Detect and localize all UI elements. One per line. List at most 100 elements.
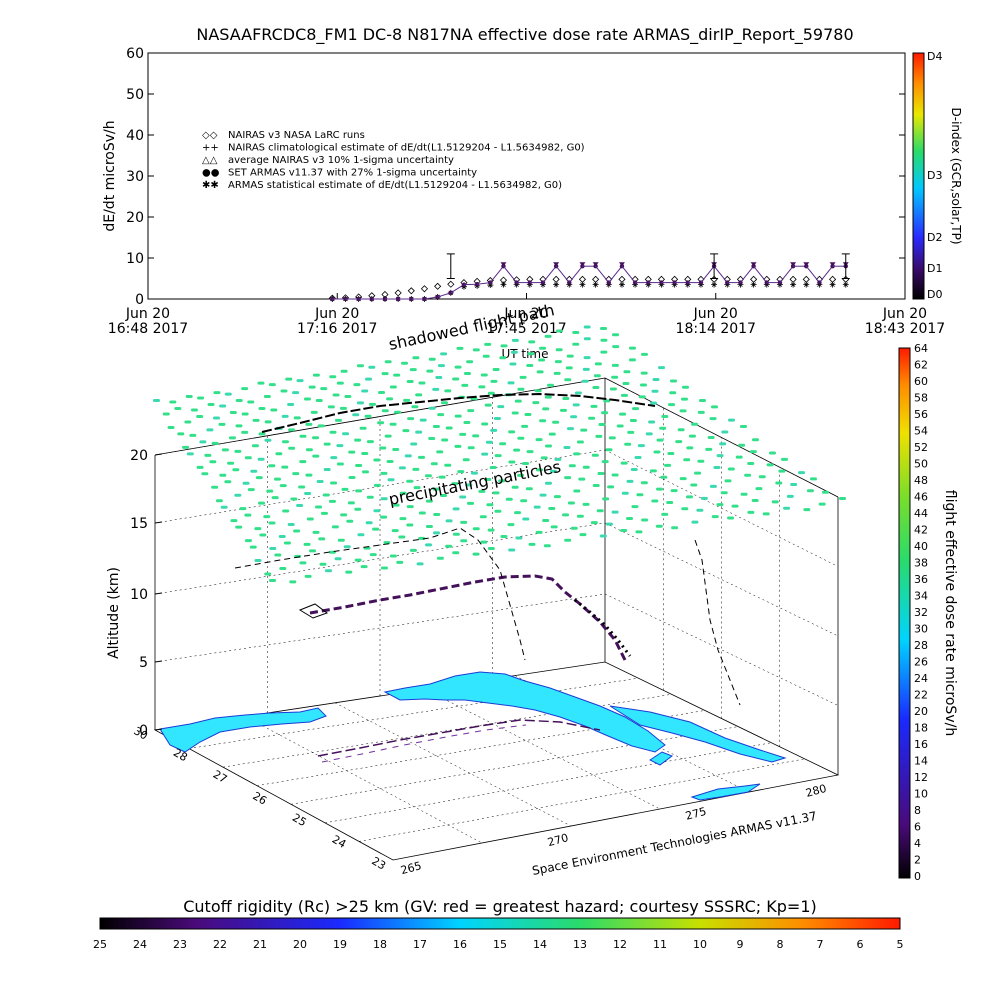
dindex-tick: D3 xyxy=(927,169,942,182)
precip-dash xyxy=(590,521,598,525)
precip-dash xyxy=(466,501,474,505)
precip-dash xyxy=(433,512,441,516)
precip-dash xyxy=(555,348,563,352)
precip-dash xyxy=(766,463,774,467)
precip-dash xyxy=(254,527,262,531)
precip-dash xyxy=(735,455,743,459)
precip-dash xyxy=(600,338,608,342)
precip-dash xyxy=(283,541,291,545)
dose-tick: 36 xyxy=(914,573,928,586)
rigidity-tick: 22 xyxy=(213,938,227,951)
precip-dash xyxy=(572,403,580,407)
wall-gridline xyxy=(154,377,606,456)
precip-dash xyxy=(681,507,689,511)
precip-dash xyxy=(616,424,624,428)
precip-dash xyxy=(576,440,584,444)
precip-dash xyxy=(517,387,525,391)
armas-connector xyxy=(753,265,768,283)
precip-dash xyxy=(430,462,438,466)
altitude-tick: 20 xyxy=(130,448,148,464)
precip-dash xyxy=(279,566,287,570)
precip-dash xyxy=(783,506,791,510)
precip-dash xyxy=(513,448,521,452)
dindex-colorbar xyxy=(912,52,925,300)
precip-dash xyxy=(688,434,696,438)
precip-dash xyxy=(570,415,578,419)
precip-dash xyxy=(436,450,444,454)
dose-tick: 30 xyxy=(914,623,928,636)
dose-tick: 44 xyxy=(914,507,928,520)
precip-dash xyxy=(758,475,766,479)
armas-stat-point xyxy=(579,281,586,288)
precip-dash xyxy=(355,489,363,493)
precip-dash xyxy=(281,440,289,444)
precip-dash xyxy=(775,481,783,485)
precip-dash xyxy=(303,542,311,546)
precip-dash xyxy=(484,477,492,481)
armas-marker xyxy=(750,262,757,267)
precip-dash xyxy=(377,421,385,425)
armas-point xyxy=(422,296,427,302)
precip-dash xyxy=(478,385,486,389)
precip-dash xyxy=(234,493,242,497)
armas-connector xyxy=(503,265,518,283)
precip-dash xyxy=(462,458,470,462)
precip-dash xyxy=(549,469,557,473)
precip-dash xyxy=(781,457,788,461)
precip-dash xyxy=(212,416,220,420)
precip-dash xyxy=(592,386,600,390)
flight-path-group xyxy=(234,392,741,763)
precip-dash xyxy=(266,489,274,493)
precip-dash xyxy=(269,579,276,582)
precip-dash xyxy=(380,566,388,570)
precip-dash xyxy=(465,483,473,487)
floor-gridline xyxy=(324,742,772,824)
precip-dash xyxy=(591,453,599,457)
dose-tick: 12 xyxy=(914,771,928,784)
precip-dash xyxy=(189,433,197,437)
precip-dash xyxy=(494,509,502,513)
precip-dash xyxy=(602,497,610,501)
precip-dash xyxy=(582,502,590,506)
dose-tick: 42 xyxy=(914,524,928,537)
precip-dash xyxy=(308,385,316,389)
precip-dash xyxy=(582,465,590,469)
precip-dash xyxy=(380,471,388,475)
precip-dash xyxy=(629,346,636,350)
precip-dash xyxy=(472,552,480,556)
altitude-ticks: 0 5 10 15 20 xyxy=(130,448,163,739)
precip-dash xyxy=(319,562,327,566)
precip-dash xyxy=(597,472,605,476)
precip-dash xyxy=(274,553,282,557)
precip-dash xyxy=(337,538,345,542)
precip-dash xyxy=(490,428,498,432)
precip-dash xyxy=(320,511,328,515)
precip-dash xyxy=(565,366,573,370)
longitude-tick: 265 xyxy=(399,859,423,877)
precip-dash xyxy=(354,558,362,562)
wall-gridline xyxy=(604,593,839,706)
precip-dash xyxy=(611,473,619,477)
precip-dash xyxy=(472,527,480,531)
precip-dash xyxy=(280,389,288,393)
top-x-tick-line2: 18:43 2017 xyxy=(865,321,945,337)
precip-dash xyxy=(548,507,556,511)
precip-dash xyxy=(681,397,689,401)
precip-dash xyxy=(605,522,613,526)
dose-tick: 18 xyxy=(914,722,928,735)
precip-dash xyxy=(278,535,286,539)
precip-dash xyxy=(499,356,507,360)
precip-dash xyxy=(511,485,519,489)
legend-entry: SET ARMAS v11.37 with 27% 1-sigma uncert… xyxy=(228,168,477,179)
precip-dash xyxy=(600,327,607,330)
precip-dash xyxy=(542,518,550,522)
wall-gridline xyxy=(154,449,606,524)
precip-dash xyxy=(250,469,258,473)
precip-dash xyxy=(312,454,320,458)
precip-dash xyxy=(386,459,394,463)
armas-connector xyxy=(608,265,623,283)
precip-dash xyxy=(275,452,283,456)
precip-dash xyxy=(330,481,338,485)
precip-dash xyxy=(546,383,554,387)
precip-dash xyxy=(744,473,752,477)
